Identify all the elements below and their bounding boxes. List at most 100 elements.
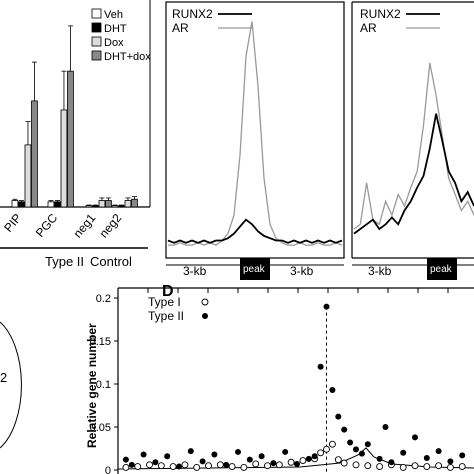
scatter-panel: D 0 0.05 0.1 0.15 0.2 Relative gene number T… — [85, 283, 474, 474]
point-type-ii — [211, 451, 218, 458]
y-tick-label-0-15: 0.15 — [90, 336, 111, 348]
point-type-i — [352, 461, 360, 469]
bar-neg2-dox — [124, 200, 132, 208]
profile-1-peak-label: peak — [243, 264, 266, 275]
y-tick-label-0: 0 — [105, 465, 111, 474]
bar-pip-dht — [18, 201, 25, 208]
profile-1-peak-box — [240, 258, 270, 280]
point-type-ii — [152, 459, 159, 466]
point-type-ii — [388, 459, 395, 466]
legend-label-runx2: RUNX2 — [360, 7, 401, 21]
point-type-ii — [176, 463, 182, 470]
point-type-i — [423, 463, 431, 471]
point-type-ii — [258, 453, 265, 460]
legend-label-veh: Veh — [104, 9, 123, 21]
point-type-ii — [270, 460, 277, 467]
point-type-i — [181, 461, 189, 469]
point-type-ii — [305, 455, 312, 462]
profile-1-left-label: 3-kb — [183, 264, 207, 278]
point-type-ii — [317, 363, 324, 370]
point-type-i — [317, 449, 325, 457]
point-type-i — [399, 463, 407, 471]
point-type-i — [264, 462, 271, 470]
point-type-ii — [358, 450, 365, 457]
legend-label-dht-dox: DHT+dox — [104, 51, 151, 63]
point-type-ii — [335, 413, 342, 420]
point-type-ii — [122, 456, 129, 463]
point-type-ii — [376, 455, 383, 462]
point-type-i — [287, 458, 295, 466]
legend-label-ar: AR — [172, 21, 189, 35]
point-type-ii — [294, 460, 300, 467]
profile-2-left-label: 3-kb — [368, 264, 392, 278]
y-tick-label-0-1: 0.1 — [96, 379, 111, 391]
bar-pip-dox — [24, 144, 32, 208]
point-type-ii — [140, 451, 147, 458]
point-type-i — [364, 462, 372, 470]
point-type-ii — [341, 426, 348, 433]
profile-line-runx2 — [167, 218, 343, 244]
scatter-y-ticks: 0 0.05 0.1 0.15 0.2 — [90, 293, 118, 474]
legend-marker-type-i — [201, 298, 209, 306]
point-type-i — [411, 462, 419, 470]
point-type-ii — [435, 448, 442, 455]
point-type-ii — [199, 458, 206, 465]
bar-pgc-dht-dox — [67, 70, 74, 208]
category-label-neg2: neg2 — [96, 211, 124, 241]
point-type-ii — [223, 461, 230, 468]
group-label-control: Control — [90, 254, 132, 269]
point-type-i — [376, 463, 384, 471]
point-type-ii — [235, 448, 241, 455]
point-type-ii — [246, 456, 253, 463]
point-type-ii — [323, 303, 330, 310]
bar-neg1-dht-dox — [105, 200, 112, 208]
point-type-i — [240, 463, 248, 471]
point-type-ii — [459, 452, 466, 459]
bar-marks — [11, 25, 138, 208]
profile-line-ar — [168, 21, 343, 246]
point-type-i — [275, 461, 283, 469]
bar-legend: Veh DHT Dox DHT+dox — [91, 8, 151, 63]
point-type-i — [328, 440, 336, 448]
point-type-i — [146, 461, 153, 469]
point-type-ii — [187, 448, 194, 455]
point-type-ii — [447, 458, 454, 465]
scatter-points — [122, 303, 466, 471]
cropped-circle-arc — [0, 321, 22, 449]
panel-label-d: D — [162, 283, 174, 300]
group-label-type-ii: Type II — [45, 254, 84, 269]
legend-label-type-i: Type I — [148, 295, 181, 309]
bar-pgc-dox — [60, 109, 68, 208]
legend-swatch-veh — [91, 8, 102, 19]
legend-swatch-dht-dox — [91, 50, 102, 61]
point-type-i — [157, 462, 165, 470]
point-type-i — [228, 463, 236, 471]
bar-neg1-dox — [98, 200, 106, 208]
profile-1-lines — [167, 21, 343, 246]
bar-neg1-dht — [92, 205, 99, 208]
legend-label-dht: DHT — [104, 23, 127, 35]
bar-pip-veh — [11, 200, 19, 208]
point-type-i — [252, 460, 260, 468]
category-label-neg1: neg1 — [70, 211, 98, 241]
point-type-i — [134, 463, 142, 471]
legend-marker-type-ii — [202, 313, 208, 319]
profile-line-ar — [353, 62, 474, 230]
bar-neg2-veh — [111, 205, 119, 208]
bar-neg2-dht — [118, 205, 125, 208]
legend-label-ar: AR — [360, 21, 377, 35]
category-label-pip: PIP — [1, 211, 24, 235]
bar-pgc-dht — [54, 201, 61, 208]
legend-label-dox: Dox — [104, 37, 124, 49]
point-type-i — [435, 462, 443, 470]
profile-line-runx2 — [353, 113, 474, 235]
point-type-i — [205, 462, 212, 470]
point-type-ii — [423, 454, 430, 461]
point-type-ii — [412, 434, 418, 441]
point-type-ii — [382, 424, 389, 430]
